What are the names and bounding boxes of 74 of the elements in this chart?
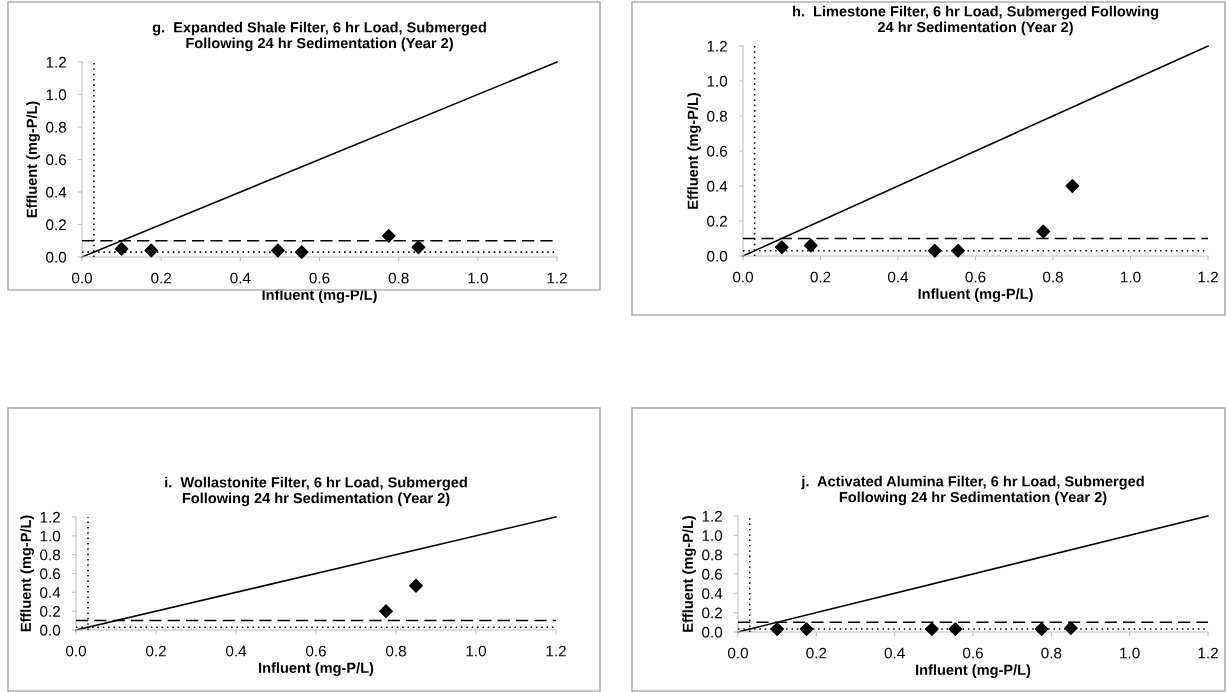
x-tick-label: 0.0 [727, 647, 749, 659]
y-tick-label: 0.2 [46, 219, 66, 231]
y-tick-label: 1.0 [707, 75, 728, 87]
y-tick-label: 0.0 [707, 250, 728, 262]
y-tick-label: 0.8 [40, 549, 61, 561]
y-tick-label: 0.4 [46, 186, 67, 198]
x-tick-label: 0.2 [145, 645, 166, 657]
point [927, 243, 942, 258]
x-tick-label: 1.2 [547, 272, 567, 284]
y-tick-label: 0.4 [702, 588, 723, 600]
x-tick-label: 0.0 [71, 272, 93, 284]
point [1065, 179, 1080, 193]
y-tick-label: 0.2 [40, 606, 60, 617]
x-tick-label: 1.0 [1121, 271, 1141, 283]
y-tick-label: 0.6 [702, 568, 723, 580]
x-tick-label: 0.8 [385, 645, 406, 657]
y-tick-label: 1.2 [707, 40, 727, 52]
x-axis-title: Influent (mg-P/L) [918, 288, 1033, 302]
x-tick-label: 0.8 [1041, 647, 1062, 659]
y-tick-label: 0.4 [40, 587, 61, 599]
y-tick-label: 0.0 [40, 624, 61, 636]
x-tick-label: 1.0 [1120, 647, 1140, 659]
x-tick-label: 0.4 [884, 647, 905, 659]
y-tick-label: 1.0 [40, 530, 61, 542]
x-tick-label: 1.0 [468, 272, 488, 284]
x-tick-label: 1.0 [466, 645, 487, 657]
x-tick-label: 0.4 [887, 271, 909, 283]
y-tick-label: 1.2 [702, 510, 722, 522]
x-tick-label: 0.2 [806, 647, 827, 659]
x-tick-label: 0.6 [305, 645, 326, 657]
point [803, 238, 818, 253]
y-tick-label: 0.2 [702, 607, 722, 619]
x-tick-label: 0.8 [388, 272, 409, 284]
chart-title: g. Expanded Shale Filter, 6 hr Load, Submerged Following 24 hr Sedimentation (Year 2) [152, 21, 486, 52]
x-tick-label: 0.4 [225, 645, 247, 657]
y-tick-label: 0.0 [702, 626, 723, 638]
y-tick-label: 0.8 [46, 121, 67, 133]
y-tick-label: 0.8 [702, 549, 723, 561]
y-tick-label: 1.0 [702, 530, 723, 542]
x-tick-label: 1.2 [546, 645, 566, 657]
x-tick-label: 0.6 [965, 271, 986, 283]
y-axis-title: Effluent (mg-P/L) [682, 515, 696, 632]
y-tick-label: 1.2 [46, 56, 66, 68]
y-tick-label: 0.6 [40, 568, 61, 580]
chart-title: i. Wollastonite Filter, 6 hr Load, Submerged Following 24 hr Sedimentation (Year 2) [165, 476, 467, 507]
y-tick-label: 0.8 [707, 110, 728, 122]
x-tick-label: 0.0 [732, 271, 754, 283]
x-tick-label: 1.2 [1198, 271, 1218, 283]
chart-title: h. Limestone Filter, 6 hr Load, Submerged Following 24 hr Sedimentation (Year 2) [793, 5, 1159, 36]
x-tick-label: 0.2 [810, 271, 831, 283]
y-tick-label: 1.2 [40, 511, 60, 523]
x-tick-label: 0.8 [1042, 271, 1063, 283]
y-tick-label: 0.2 [707, 215, 727, 227]
x-tick-label: 0.6 [962, 647, 983, 659]
x-axis-title: Influent (mg-P/L) [916, 664, 1031, 678]
x-axis-title: Influent (mg-P/L) [262, 289, 377, 303]
x-tick-label: 0.6 [309, 272, 330, 284]
y-tick-label: 0.6 [46, 154, 67, 166]
x-tick-label: 1.2 [1198, 647, 1218, 659]
point [774, 240, 789, 255]
x-axis-title: Influent (mg-P/L) [259, 662, 374, 676]
y-axis-title: Effluent (mg-P/L) [20, 515, 34, 632]
chart-title: j. Activated Alumina Filter, 6 hr Load, Submerged Following 24 hr Sedimentation (Year 2) [801, 475, 1144, 506]
point [1036, 224, 1051, 239]
y-tick-label: 0.6 [707, 145, 728, 157]
x-tick-label: 0.2 [151, 272, 172, 284]
y-tick-label: 0.0 [46, 251, 67, 263]
x-tick-label: 0.0 [65, 645, 87, 657]
x-tick-label: 0.4 [230, 272, 251, 284]
y-tick-label: 1.0 [46, 89, 67, 101]
y-tick-label: 0.4 [707, 180, 728, 192]
point [951, 243, 965, 258]
y-axis-title: Effluent (mg-P/L) [687, 92, 701, 209]
y-axis-title: Effluent (mg-P/L) [26, 101, 40, 218]
